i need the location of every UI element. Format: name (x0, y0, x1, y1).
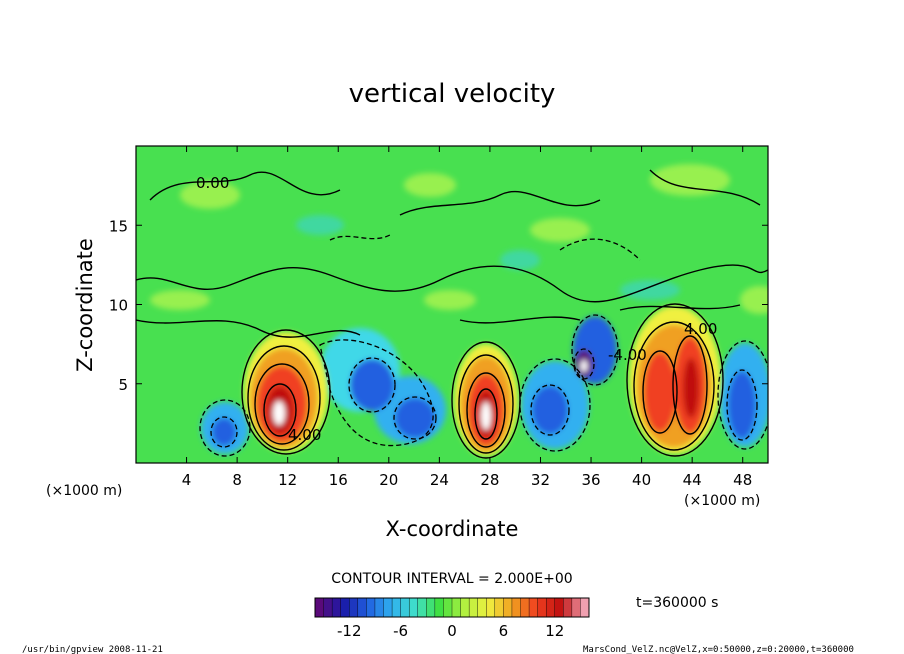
x-tick-label: 40 (632, 471, 651, 489)
negative-contour-lines (199, 234, 768, 457)
colorbar-swatch (391, 597, 402, 618)
colorbar-tick-label: -12 (337, 622, 362, 640)
x-tick-label: 4 (182, 471, 192, 489)
colorbar-swatch (331, 597, 342, 618)
plot-area: 0.00 4.00 4.00 -4.00 (136, 146, 768, 463)
updraft-cell-1 (244, 332, 328, 452)
colorbar-swatch (494, 597, 504, 618)
colorbar-swatch (460, 597, 470, 618)
colorbar-swatch (580, 597, 590, 618)
contour-label-four-a: 4.00 (288, 426, 321, 444)
x-tick-label: 44 (683, 471, 702, 489)
colorbar-swatch (554, 597, 564, 618)
colorbar-swatch (417, 597, 427, 618)
x-tick-label: 16 (329, 471, 348, 489)
y-axis-label: Z-coordinate (73, 238, 97, 372)
x-tick-label: 24 (430, 471, 449, 489)
colorbar-swatch (434, 597, 444, 618)
x-axis: 4 8 12 16 20 24 28 32 36 40 44 48 (182, 146, 752, 489)
field-texture (150, 164, 768, 314)
x-tick-label: 32 (531, 471, 550, 489)
colorbar-tick-label: -6 (393, 622, 408, 640)
y-tick-label: 15 (109, 217, 128, 235)
x-tick-label: 28 (480, 471, 499, 489)
y-tick-label: 10 (109, 297, 128, 315)
x-unit-right: (×1000 m) (684, 493, 760, 509)
x-axis-label: X-coordinate (386, 517, 519, 541)
contour-interval-text: CONTOUR INTERVAL = 2.000E+00 (331, 571, 572, 587)
x-tick-label: 12 (278, 471, 297, 489)
x-tick-label: 20 (379, 471, 398, 489)
footer-left: /usr/bin/gpview 2008-11-21 (22, 645, 163, 654)
x-tick-label: 48 (733, 471, 752, 489)
contour-lines (136, 169, 768, 459)
y-tick-label: 5 (118, 376, 128, 394)
updraft-cell-3 (629, 306, 721, 454)
colorbar-swatch (520, 597, 530, 618)
colorbar-swatch (357, 597, 367, 618)
colorbar-swatch (366, 597, 376, 618)
colorbar-swatch (468, 597, 479, 618)
colorbar-swatch (443, 597, 453, 618)
colorbar-swatch (503, 597, 513, 618)
colorbar-swatch (400, 597, 410, 618)
colorbar-swatch (349, 597, 359, 618)
chart-title: vertical velocity (349, 79, 556, 109)
colorbar-swatch (383, 597, 393, 618)
contour-label-neg-four: -4.00 (608, 346, 647, 364)
colorbar-swatch (426, 597, 436, 618)
colorbar-swatch (323, 597, 333, 618)
colorbar-frame (314, 597, 590, 618)
colorbar-swatch (451, 597, 462, 618)
contour-label-four-b: 4.00 (684, 320, 717, 338)
colorbar-swatch (545, 597, 556, 618)
contour-label-zero: 0.00 (196, 174, 229, 192)
colorbar-swatch (571, 597, 581, 618)
colorbar-swatch (528, 597, 539, 618)
footer-right: MarsCond_VelZ.nc@VelZ,x=0:50000,z=0:2000… (583, 645, 854, 654)
colorbar-swatch (563, 597, 573, 618)
colorbar-swatch (486, 597, 496, 618)
x-tick-label: 8 (232, 471, 242, 489)
colorbar-tick-label: 6 (499, 622, 509, 640)
colorbar-swatch (511, 597, 522, 618)
colorbar-swatch (374, 597, 385, 618)
time-label: t=360000 s (636, 595, 718, 611)
colorbar-swatch (537, 597, 547, 618)
colorbar-swatch (340, 597, 350, 618)
colorbar-swatch (314, 597, 325, 618)
colorbar: -12 -6 0 6 12 (314, 597, 590, 640)
colorbar-tick-label: 0 (447, 622, 457, 640)
x-tick-label: 36 (581, 471, 600, 489)
x-unit-left: (×1000 m) (46, 483, 122, 499)
y-axis: 5 10 15 (109, 217, 768, 394)
downdraft-cells (201, 316, 768, 454)
colorbar-swatch (408, 597, 419, 618)
colorbar-tick-label: 12 (545, 622, 564, 640)
colorbar-swatch (477, 597, 487, 618)
